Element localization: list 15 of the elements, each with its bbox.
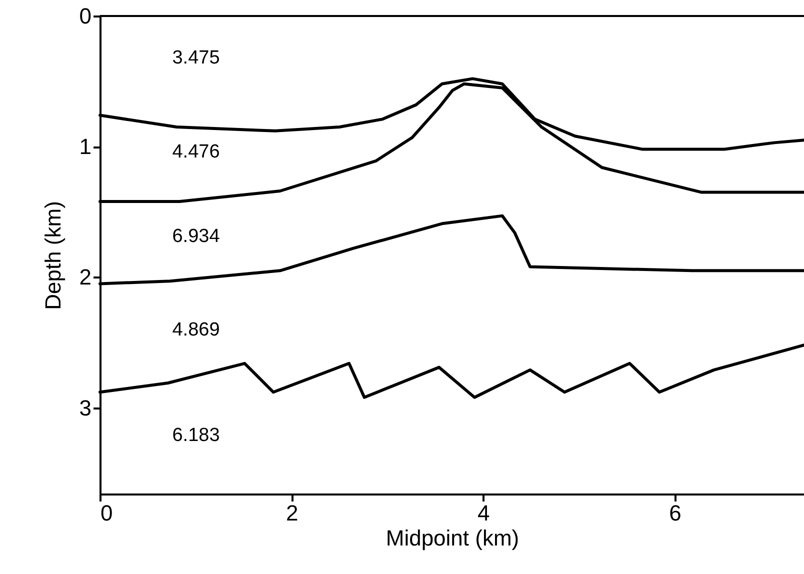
annotation: 4.869 [172,319,220,340]
x-tick-label: 0 [100,500,113,526]
y-tick-label: 0 [79,4,92,28]
x-tick-label: 4 [478,500,490,526]
annotation: 6.934 [172,226,220,248]
y-axis-title: Depth (km) [40,201,66,310]
annotation: 3.475 [172,48,220,69]
annotation: 4.476 [172,141,220,162]
x-tick-label: 6 [669,500,682,526]
y-tick-label: 3 [79,395,92,420]
x-axis-title: Midpoint (km) [386,526,520,550]
y-tick-label: 1 [79,134,92,160]
x-tick-label: 2 [286,500,298,526]
y-tick-label: 2 [79,264,92,290]
annotation: 6.183 [172,424,220,446]
